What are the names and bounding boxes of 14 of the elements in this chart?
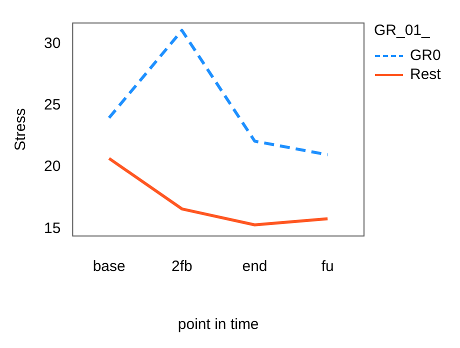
legend-label: Rest [410, 66, 441, 83]
x-axis-title: point in time [178, 316, 259, 334]
legend-title: GR_01_ [374, 22, 431, 39]
legend-label: GR0 [410, 47, 441, 64]
y-axis-title: Stress [12, 108, 30, 151]
y-tick-label: 25 [44, 96, 61, 114]
x-tick-label: fu [321, 258, 334, 276]
x-tick-label: 2fb [172, 258, 192, 276]
y-tick-label: 20 [44, 158, 61, 176]
line-series [108, 28, 330, 156]
x-tick-label: end [242, 258, 268, 276]
x-tick-label: base [92, 258, 126, 276]
y-tick-label: 15 [44, 220, 61, 237]
y-tick-label: 30 [44, 35, 61, 52]
